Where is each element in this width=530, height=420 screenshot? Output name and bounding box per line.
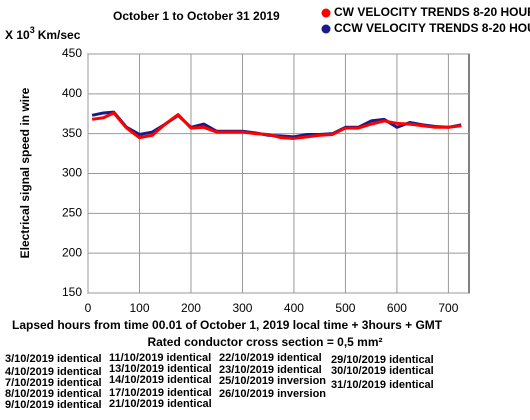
x-tick-label: 600 [387, 301, 407, 315]
note: 26/10/2019 inversion [219, 388, 326, 400]
subtitle: Rated conductor cross section = 0,5 mm² [147, 335, 382, 349]
note: 13/10/2019 identical [109, 363, 212, 375]
note: 25/10/2019 inversion [219, 375, 326, 387]
y-unit-base: X 10 [5, 28, 30, 42]
chart-title: October 1 to October 31 2019 [113, 9, 280, 23]
y-tick-label: 250 [62, 206, 82, 220]
legend-label: CCW VELOCITY TRENDS 8-20 HOURS [334, 21, 530, 35]
y-tick-label: 350 [62, 126, 82, 140]
note: 7/10/2019 identical [5, 377, 102, 389]
note: 29/10/2019 identical [331, 354, 434, 366]
x-tick-label: 400 [284, 301, 304, 315]
y-tick-label: 400 [62, 86, 82, 100]
note: 30/10/2019 identical [331, 365, 434, 377]
note: 14/10/2019 identical [109, 374, 212, 386]
y-tick-label: 150 [62, 285, 82, 299]
x-tick-label: 300 [232, 301, 252, 315]
note: 23/10/2019 identical [219, 364, 322, 376]
x-tick-label: 100 [129, 301, 149, 315]
note: 4/10/2019 identical [5, 366, 102, 378]
note: 22/10/2019 identical [219, 352, 322, 364]
x-tick-label: 200 [181, 301, 201, 315]
legend-marker [321, 24, 331, 34]
note: 9/10/2019 identical [5, 399, 102, 411]
y-axis-label: Electrical signal speed in wire [18, 87, 32, 258]
x-axis-label: Lapsed hours from time 00.01 of October … [12, 318, 443, 332]
y-unit: X 103 Km/sec [5, 25, 81, 42]
x-tick-label: 500 [335, 301, 355, 315]
series-line [91, 110, 462, 139]
y-tick-label: 300 [62, 166, 82, 180]
y-unit-unit: Km/sec [38, 28, 81, 42]
legend-label: CW VELOCITY TRENDS 8-20 HOURS [334, 5, 530, 19]
note: 3/10/2019 identical [5, 353, 102, 365]
note: 11/10/2019 identical [109, 352, 211, 364]
y-unit-exponent: 3 [30, 25, 35, 35]
y-tick-label: 200 [62, 245, 82, 259]
y-tick-label: 450 [62, 46, 82, 60]
note: 21/10/2019 identical [109, 398, 212, 410]
legend-marker [321, 8, 331, 18]
x-tick-label: 0 [85, 301, 92, 315]
note: 17/10/2019 identical [109, 387, 212, 399]
series-line [91, 111, 462, 140]
x-tick-label: 700 [438, 301, 458, 315]
note: 31/10/2019 identical [331, 379, 434, 391]
note: 8/10/2019 identical [5, 388, 102, 400]
